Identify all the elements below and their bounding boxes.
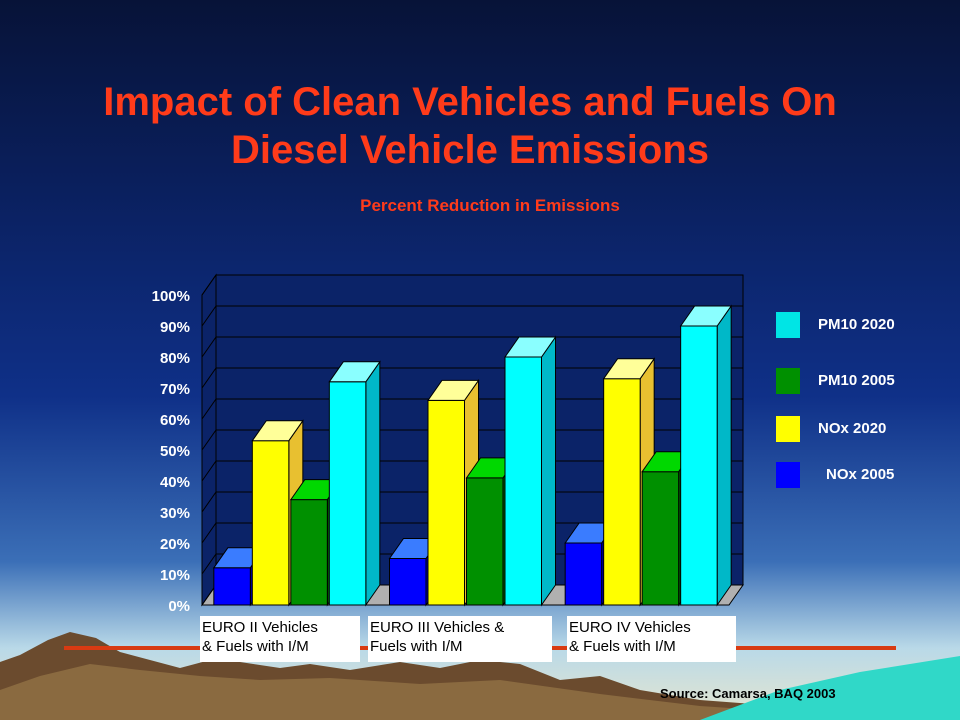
y-tick-label: 50% xyxy=(160,443,190,460)
x-category-label-line: EURO II Vehicles xyxy=(202,619,318,636)
bar xyxy=(328,381,367,606)
gridline xyxy=(201,336,743,358)
legend-label: PM10 2005 xyxy=(818,372,895,389)
x-category-label-euro-iii: EURO III Vehicles & Fuels with I/M xyxy=(368,616,552,662)
y-tick-label: 80% xyxy=(160,350,190,367)
bar-top xyxy=(504,336,557,358)
bar-top xyxy=(602,358,656,380)
gridline xyxy=(201,398,743,420)
y-tick-label: 100% xyxy=(152,288,190,305)
slide-title-line-1: Impact of Clean Vehicles and Fuels On xyxy=(103,80,837,124)
gridline xyxy=(201,367,743,389)
legend-label: NOx 2020 xyxy=(818,420,887,437)
y-tick-label: 70% xyxy=(160,381,190,398)
gridline xyxy=(201,522,743,544)
y-tick-label: 0% xyxy=(168,598,190,615)
bar xyxy=(427,399,465,606)
legend-label: NOx 2005 xyxy=(826,466,895,483)
bar xyxy=(389,558,427,606)
y-tick-label: 40% xyxy=(160,474,190,491)
x-category-label-line: EURO IV Vehicles xyxy=(569,619,691,636)
bar xyxy=(680,325,718,606)
x-category-label-euro-ii: EURO II Vehicles & Fuels with I/M xyxy=(200,616,360,662)
gridline xyxy=(201,305,743,327)
bar-top xyxy=(328,361,381,383)
bar xyxy=(251,440,290,606)
bar xyxy=(504,356,542,606)
x-category-label-line: EURO III Vehicles & xyxy=(370,619,505,636)
y-tick-label: 10% xyxy=(160,567,190,584)
y-tick-label: 60% xyxy=(160,412,190,429)
bar-top xyxy=(679,305,733,327)
bar xyxy=(641,471,680,606)
legend-swatch xyxy=(776,416,800,442)
bar xyxy=(603,378,641,606)
bar-top xyxy=(427,379,480,401)
x-category-label-euro-iv: EURO IV Vehicles & Fuels with I/M xyxy=(567,616,736,662)
y-tick-label: 30% xyxy=(160,505,190,522)
bar-top xyxy=(251,420,304,442)
gridline xyxy=(201,429,743,451)
x-category-label-line: Fuels with I/M xyxy=(370,638,463,655)
legend-label: PM10 2020 xyxy=(818,316,895,333)
bar-side xyxy=(365,360,381,607)
gridline xyxy=(201,460,743,482)
x-category-label-line: & Fuels with I/M xyxy=(569,638,676,655)
bar-side xyxy=(716,304,732,607)
y-tick-label: 20% xyxy=(160,536,190,553)
bar xyxy=(213,567,251,606)
x-category-label-line: & Fuels with I/M xyxy=(202,638,309,655)
legend-swatch xyxy=(776,368,800,394)
bar xyxy=(564,542,603,606)
bar xyxy=(466,477,504,606)
bar xyxy=(290,499,328,606)
chart-title: Percent Reduction in Emissions xyxy=(360,196,620,215)
y-tick-label: 90% xyxy=(160,319,190,336)
legend-swatch xyxy=(776,312,800,338)
gridline xyxy=(201,274,743,296)
source-credit: Source: Camarsa, BAQ 2003 xyxy=(660,686,836,701)
legend-swatch xyxy=(776,462,800,488)
gridline xyxy=(201,491,743,513)
slide-title-line-2: Diesel Vehicle Emissions xyxy=(230,128,710,172)
bar-side xyxy=(541,335,556,607)
